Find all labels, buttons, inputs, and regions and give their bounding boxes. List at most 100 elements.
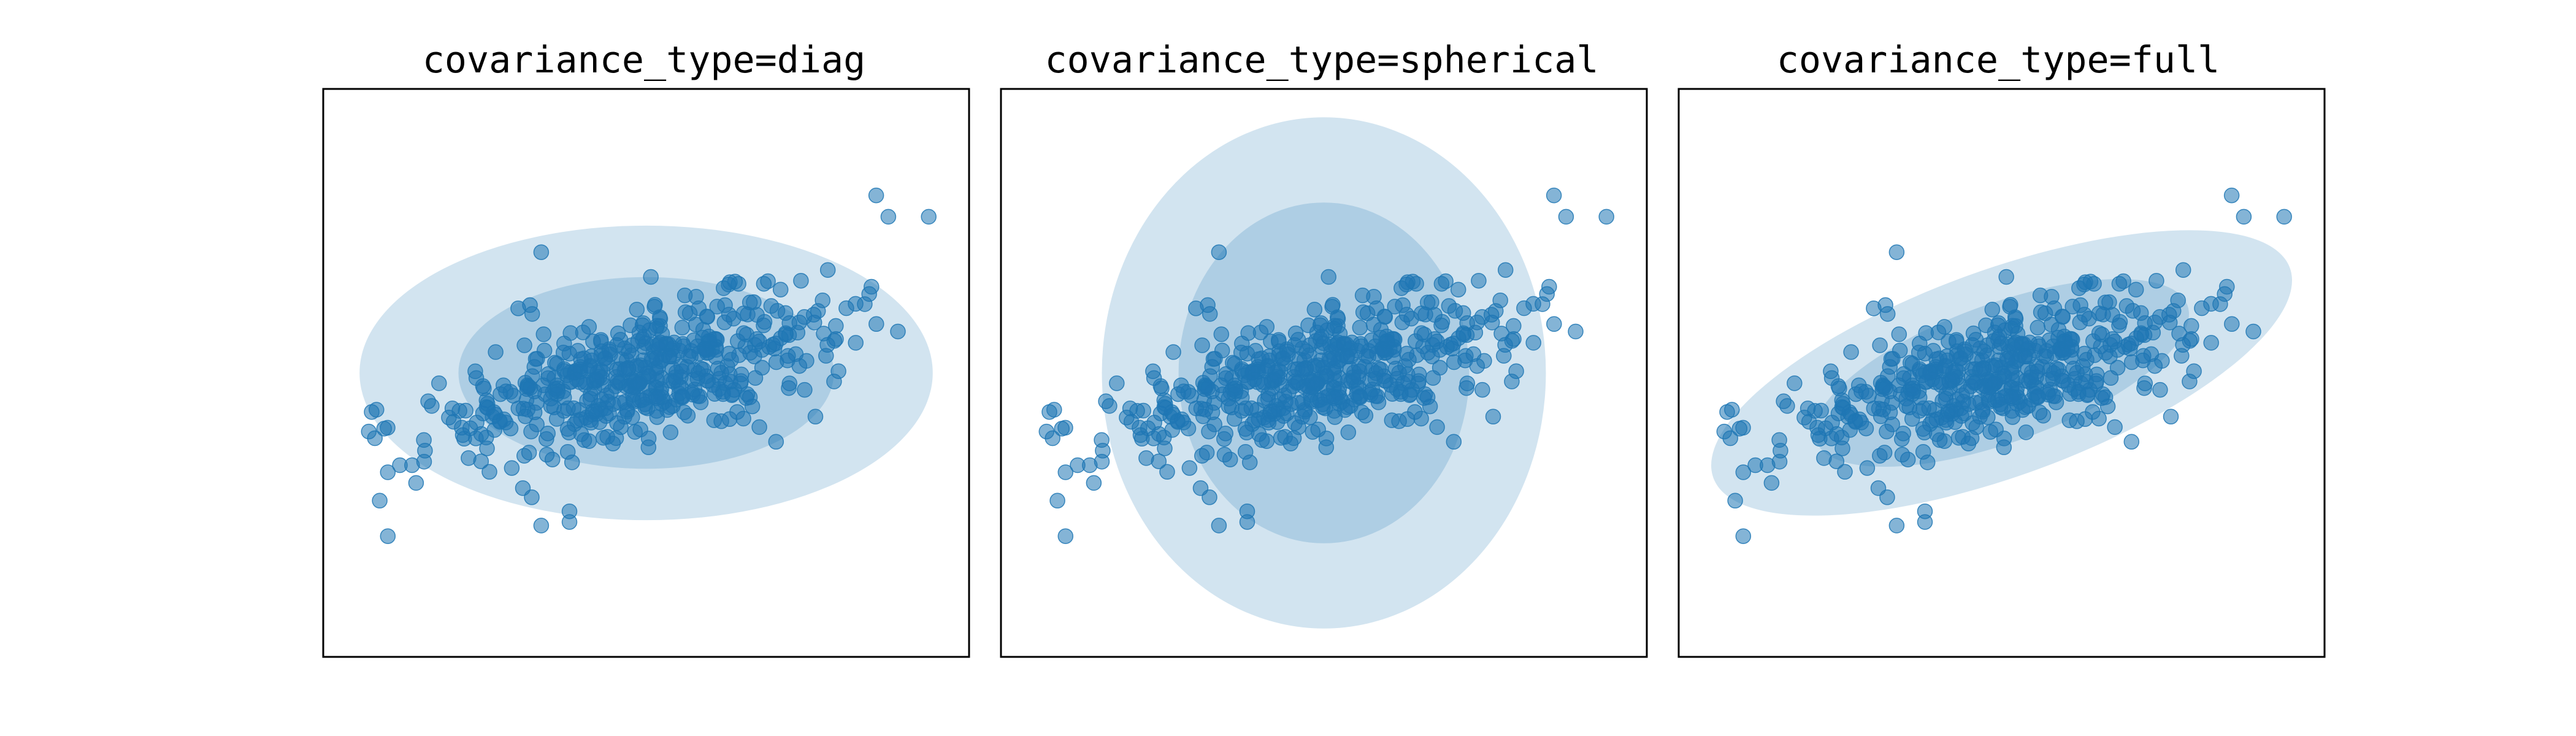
data-point — [488, 344, 504, 360]
data-point — [2030, 320, 2046, 335]
data-point — [1192, 480, 1209, 496]
data-point — [890, 323, 906, 340]
data-point — [1918, 325, 1934, 341]
data-point — [1847, 414, 1863, 430]
data-point — [380, 528, 396, 544]
data-point — [1202, 306, 1218, 322]
data-point — [751, 419, 767, 435]
data-point — [1196, 392, 1213, 408]
data-point — [578, 374, 594, 391]
data-point — [2163, 408, 2179, 425]
data-point — [629, 301, 645, 318]
data-point — [2171, 326, 2187, 342]
data-point — [1157, 440, 1173, 456]
data-point — [662, 424, 679, 440]
data-point — [535, 326, 552, 342]
data-point — [2149, 272, 2164, 289]
data-point — [1936, 319, 1953, 335]
data-point — [2026, 385, 2043, 402]
data-point — [1991, 329, 2007, 345]
data-point — [1954, 387, 1970, 404]
data-point — [1541, 278, 1557, 295]
data-point — [1170, 414, 1186, 430]
data-point — [1535, 296, 1551, 312]
data-point — [819, 262, 836, 278]
data-point — [364, 404, 380, 420]
data-point — [2203, 335, 2219, 351]
data-point — [1816, 450, 1832, 466]
data-point — [1376, 342, 1392, 358]
data-point — [533, 518, 550, 534]
data-point — [2054, 309, 2071, 324]
data-point — [416, 453, 432, 470]
data-point — [1294, 362, 1310, 378]
data-point — [1376, 368, 1392, 385]
data-point — [1176, 383, 1192, 399]
data-point — [1727, 493, 1743, 509]
data-point — [623, 347, 640, 363]
data-point — [1874, 392, 1890, 408]
data-point — [768, 335, 784, 351]
data-point — [2088, 366, 2105, 383]
data-point — [1894, 447, 1911, 463]
data-point — [2123, 354, 2140, 370]
data-point — [769, 303, 786, 319]
data-point — [807, 408, 824, 425]
data-point — [1367, 388, 1384, 404]
data-point — [677, 287, 693, 304]
data-point — [623, 317, 638, 334]
data-point — [674, 320, 691, 335]
data-point — [1776, 393, 1792, 410]
data-point — [1201, 423, 1217, 440]
data-point — [2112, 314, 2128, 330]
data-point — [518, 392, 535, 408]
data-point — [562, 325, 578, 341]
data-point — [1771, 432, 1787, 448]
data-point — [1098, 393, 1114, 410]
data-point — [1391, 413, 1407, 429]
data-point — [550, 383, 566, 399]
data-point — [1057, 464, 1074, 480]
data-point — [1218, 366, 1234, 382]
data-point — [1049, 493, 1065, 509]
data-point — [1122, 401, 1138, 416]
data-point — [1300, 317, 1316, 334]
data-point — [1413, 410, 1429, 427]
data-point — [857, 296, 873, 312]
data-point — [479, 440, 495, 456]
data-point — [805, 307, 822, 323]
data-point — [1094, 432, 1110, 448]
data-point — [2032, 287, 2049, 304]
data-point — [529, 351, 545, 367]
data-point — [1879, 306, 1896, 322]
data-point — [1211, 518, 1227, 534]
data-point — [747, 370, 764, 386]
data-point — [1314, 329, 1330, 345]
data-point — [1872, 337, 1888, 353]
data-point — [2045, 388, 2061, 404]
data-point — [616, 362, 632, 378]
data-point — [793, 272, 809, 289]
data-point — [1086, 475, 1102, 491]
data-point — [1891, 326, 1907, 342]
data-point — [713, 413, 729, 429]
data-point — [733, 366, 749, 383]
data-point — [476, 380, 492, 397]
data-point — [1474, 381, 1490, 398]
data-point — [1731, 421, 1748, 437]
data-point — [880, 209, 897, 225]
data-point — [1237, 421, 1254, 437]
points-layer-full — [1716, 187, 2292, 544]
data-point — [523, 423, 539, 440]
data-point — [1156, 399, 1173, 415]
axes-frame-spherical — [1000, 88, 1648, 658]
data-point — [864, 278, 880, 295]
data-point — [2053, 368, 2070, 385]
data-point — [1240, 325, 1256, 341]
data-point — [838, 300, 854, 316]
data-point — [632, 374, 648, 390]
data-point — [2004, 390, 2020, 407]
data-point — [458, 402, 473, 419]
data-point — [2023, 372, 2040, 388]
data-point — [680, 407, 696, 424]
